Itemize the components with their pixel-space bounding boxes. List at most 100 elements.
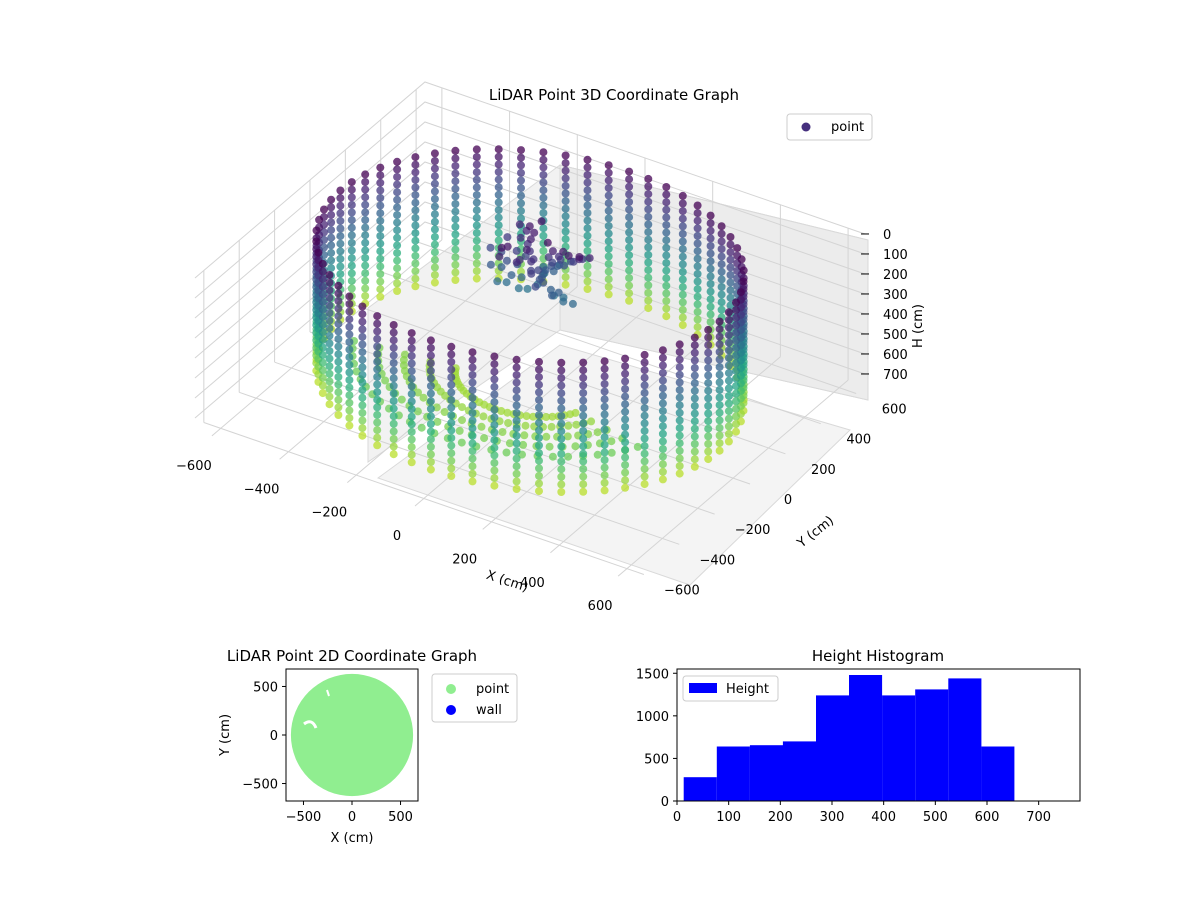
point-3d xyxy=(557,358,566,367)
point-3d xyxy=(389,412,398,421)
point-3d xyxy=(675,408,684,417)
point-3d xyxy=(662,183,671,191)
point-3d xyxy=(426,458,435,466)
point-3d xyxy=(502,448,511,457)
point-3d xyxy=(621,461,630,469)
point-3d xyxy=(662,274,671,283)
point-3d xyxy=(724,315,733,324)
point-3d xyxy=(451,260,460,269)
point-3d xyxy=(318,267,327,276)
point-3d xyxy=(604,290,613,299)
point-3d xyxy=(724,369,733,378)
point-3d xyxy=(600,486,609,495)
point-3d xyxy=(621,369,630,378)
point-3d xyxy=(717,237,726,246)
histogram-y-tick-label: 0 xyxy=(661,795,669,810)
point-3d xyxy=(621,400,630,409)
point-3d xyxy=(621,415,630,424)
point-3d xyxy=(490,375,499,384)
point-3d xyxy=(658,407,667,415)
point-3d xyxy=(658,414,667,423)
point-3d xyxy=(621,445,630,454)
histogram-y-tick-label: 1500 xyxy=(636,667,669,682)
point-3d xyxy=(376,270,385,278)
point-3d xyxy=(706,234,715,243)
z-tick-label-3d: 200 xyxy=(883,268,908,283)
point-3d xyxy=(531,282,540,291)
point-3d xyxy=(468,348,477,357)
point-3d xyxy=(662,251,671,260)
point-3d xyxy=(675,363,684,372)
point-3d xyxy=(414,388,422,397)
point-3d xyxy=(411,236,420,245)
point-3d xyxy=(325,362,334,371)
point-3d xyxy=(561,212,570,221)
point-3d xyxy=(407,427,416,436)
point-3d xyxy=(583,269,592,278)
point-3d xyxy=(358,408,367,417)
point-3d xyxy=(625,175,634,184)
point-3d xyxy=(535,395,543,404)
point-3d xyxy=(690,394,699,403)
point-3d xyxy=(468,371,477,379)
legend-3d-label: point xyxy=(831,120,864,135)
point-3d xyxy=(373,441,382,450)
point-3d xyxy=(717,283,726,291)
point-3d xyxy=(704,394,713,403)
grid-line xyxy=(194,121,866,319)
point-3d xyxy=(451,184,460,193)
point-3d xyxy=(376,171,385,180)
point-3d xyxy=(389,389,398,398)
point-3d xyxy=(512,469,521,478)
point-3d xyxy=(407,351,416,360)
point-3d xyxy=(512,363,521,372)
point-3d xyxy=(373,395,382,404)
point-3d xyxy=(662,190,671,199)
point-3d xyxy=(548,412,557,421)
x-tick-label-2d: 500 xyxy=(388,810,413,825)
point-3d xyxy=(447,396,456,404)
point-3d xyxy=(497,243,506,252)
point-3d xyxy=(579,396,588,405)
point-3d xyxy=(512,246,521,255)
point-3d xyxy=(644,182,653,191)
point-3d xyxy=(517,191,525,200)
legend-3d: point xyxy=(786,113,873,141)
point-3d xyxy=(704,371,713,380)
point-3d xyxy=(678,283,687,292)
point-3d xyxy=(658,346,667,355)
point-3d xyxy=(451,222,460,231)
point-3d xyxy=(376,239,385,248)
point-3d xyxy=(557,396,566,405)
point-3d xyxy=(334,289,343,298)
point-3d xyxy=(715,332,724,341)
point-3d xyxy=(625,182,634,191)
point-3d xyxy=(675,454,684,463)
point-3d xyxy=(732,359,740,368)
scatter-3d-points xyxy=(312,145,748,496)
point-3d xyxy=(411,274,420,283)
point-3d xyxy=(352,367,361,376)
point-3d xyxy=(447,365,456,374)
point-3d xyxy=(411,259,420,268)
point-3d xyxy=(579,449,588,458)
point-3d xyxy=(472,259,481,268)
point-3d xyxy=(426,366,435,375)
histogram: Height Histogram 0 100 200 300 400 500 600 700 … xyxy=(636,647,1081,825)
point-3d xyxy=(393,241,402,250)
point-3d xyxy=(704,409,713,418)
point-3d xyxy=(690,371,699,380)
point-3d xyxy=(600,402,609,411)
point-3d xyxy=(561,159,570,168)
point-3d xyxy=(447,403,456,412)
y-axis-label-3d: Y (cm) xyxy=(794,513,837,551)
point-3d xyxy=(407,435,416,444)
point-3d xyxy=(407,450,416,459)
point-3d xyxy=(440,408,449,416)
point-3d xyxy=(690,409,699,418)
point-3d xyxy=(542,432,551,441)
point-3d xyxy=(325,286,334,295)
point-3d xyxy=(430,271,439,279)
point-3d xyxy=(393,188,402,197)
point-3d xyxy=(557,488,566,496)
